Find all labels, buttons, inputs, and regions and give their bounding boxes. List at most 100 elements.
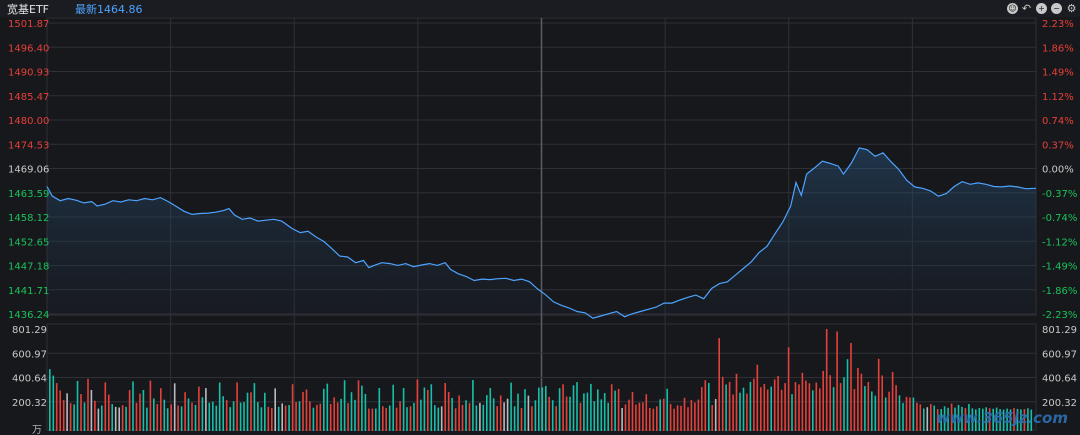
volume-bar [232, 401, 235, 431]
volume-bar [725, 384, 727, 431]
volume-bar [395, 407, 398, 431]
volume-bar [794, 382, 797, 431]
volume-bar [114, 406, 117, 431]
volume-bar [864, 386, 866, 431]
volume-bar [1016, 408, 1019, 431]
volume-bar [971, 408, 974, 431]
volume-bar [170, 404, 172, 431]
volume-bar [662, 398, 665, 431]
percent-tick-label: -1.86% [1042, 286, 1077, 297]
volume-bar [284, 405, 287, 431]
volume-bar [475, 405, 478, 431]
price-axis-left: 1501.87 1496.40 1490.93 1485.47 1480.00 1474.… [8, 19, 49, 321]
volume-bar [447, 391, 450, 431]
volume-bar [336, 402, 339, 431]
volume-bar [288, 405, 290, 431]
volume-bar [871, 391, 873, 431]
zoom-in-icon[interactable]: + [1036, 3, 1047, 14]
volume-bar [916, 402, 918, 431]
volume-bar [753, 378, 755, 431]
volume-bar [354, 399, 356, 431]
volume-bar [600, 399, 603, 431]
volume-bar [333, 397, 335, 431]
volume-bar [853, 389, 856, 431]
volume-bar [295, 402, 297, 431]
volume-bar [985, 407, 987, 431]
volume-bar [201, 397, 204, 431]
volume-bar [146, 407, 148, 431]
volume-bar [489, 388, 492, 431]
volume-bar [267, 406, 270, 431]
volume-bar [479, 402, 481, 431]
volume-bar [978, 408, 981, 431]
latest-price: 最新1464.86 [75, 3, 143, 16]
volume-bar [902, 402, 904, 431]
volume-bar [756, 364, 759, 431]
volume-bar [964, 408, 967, 431]
volume-bar [472, 380, 474, 431]
price-tick-label: 1436.24 [8, 310, 49, 321]
price-line [46, 147, 1037, 319]
volume-bar [62, 400, 65, 431]
volume-bar [59, 390, 61, 431]
volume-bar [898, 395, 901, 431]
volume-bar [97, 408, 100, 431]
volume-bar [222, 396, 224, 431]
volume-bar [551, 400, 554, 431]
volume-tick-label-left: 200.32 [12, 398, 47, 409]
volume-bar [461, 404, 464, 431]
percent-tick-label: -0.37% [1042, 189, 1077, 200]
volume-bar [687, 407, 689, 431]
volume-bar [465, 400, 467, 431]
volume-bar [1009, 409, 1012, 431]
undo-icon[interactable]: ↶ [1021, 2, 1032, 15]
volume-tick-label-right: 600.97 [1042, 349, 1077, 360]
price-tick-label: 1485.47 [8, 92, 49, 103]
volume-bar [791, 394, 793, 431]
volume-bar [819, 388, 821, 431]
volume-bar [1002, 409, 1005, 431]
volume-bar [1030, 409, 1033, 431]
volume-bar [343, 380, 346, 431]
volume-bar [857, 368, 859, 431]
volume-bar [912, 397, 915, 431]
volume-bar [368, 408, 370, 431]
zoom-out-icon[interactable]: − [1051, 3, 1062, 14]
volume-bar [666, 388, 668, 431]
volume-bar [392, 384, 394, 431]
volume-bar [187, 398, 190, 431]
price-tick-label: 1458.12 [8, 213, 49, 224]
volume-tick-label-right: 400.64 [1042, 374, 1077, 385]
volume-bar [239, 402, 242, 431]
volume-bar [884, 397, 887, 431]
percent-axis-right: 2.23% 1.86% 1.49% 1.12% 0.74% 0.37% 0.00% -0.37… [1042, 19, 1077, 321]
volume-bar [801, 372, 804, 431]
volume-bar [149, 380, 152, 431]
volume-bar [635, 404, 637, 431]
chart-header: 宽基ETF 最新1464.86 ☺ ↶ + − ⚙ [0, 0, 1080, 17]
volume-bar [329, 404, 332, 431]
volume-bar [839, 383, 842, 431]
volume-tick-label-left: 400.64 [12, 374, 47, 385]
volume-bar [638, 402, 641, 431]
volume-bar [492, 398, 495, 431]
volume-bar [697, 399, 700, 431]
gear-icon[interactable]: ⚙ [1066, 2, 1077, 15]
volume-bar [659, 399, 661, 431]
volume-bar [111, 404, 113, 431]
user-icon[interactable]: ☺ [1007, 3, 1018, 14]
price-tick-label: 1463.59 [8, 189, 49, 200]
percent-tick-label: 1.12% [1042, 92, 1074, 103]
volume-bar [496, 406, 498, 431]
volume-bar [413, 402, 415, 431]
volume-bar [690, 400, 693, 431]
volume-bar [520, 408, 523, 431]
volume-bar [607, 402, 609, 431]
intraday-chart[interactable]: 1501.87 1496.40 1490.93 1485.47 1480.00 1474.… [0, 17, 1080, 435]
volume-bars [49, 329, 1033, 431]
watermark-logo: www.365jz.com [935, 409, 1068, 427]
volume-bar [992, 408, 994, 431]
volume-bar [728, 381, 731, 431]
volume-bar [323, 388, 325, 431]
volume-bar [895, 385, 897, 431]
